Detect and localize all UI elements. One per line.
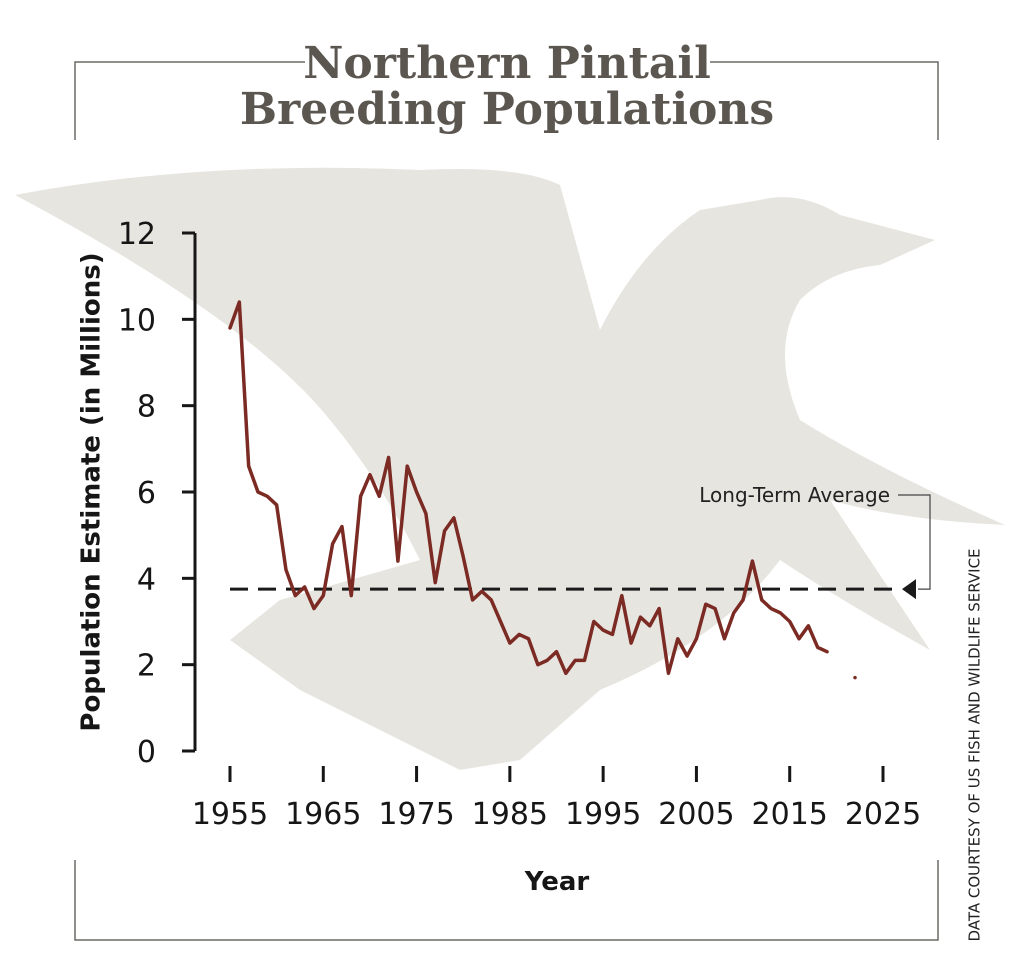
y-tick-label: 4: [137, 562, 156, 597]
y-tick-label: 10: [118, 303, 156, 338]
y-tick-label: 6: [137, 476, 156, 511]
x-axis-label: Year: [524, 867, 590, 897]
y-tick-label: 0: [137, 735, 156, 770]
y-axis-label: Population Estimate (in Millions): [77, 252, 107, 731]
chart-title: Northern Pintail: [303, 38, 711, 89]
annotation-leader: [898, 494, 931, 590]
x-tick-label: 2005: [658, 797, 734, 832]
x-tick-label: 1955: [192, 797, 268, 832]
average-arrow: [902, 579, 916, 600]
x-tick-label: 1975: [378, 797, 454, 832]
data-line: [228, 300, 829, 676]
x-tick-label: 2025: [845, 797, 921, 832]
credit: DATA COURTESY OF US FISH AND WILDLIFE SE…: [966, 548, 984, 941]
chart-title: Breeding Populations: [240, 84, 774, 135]
y-tick-label: 8: [137, 390, 156, 425]
duck-illustration: [15, 167, 1005, 770]
y-tick-label: 2: [137, 649, 156, 684]
frame: [74, 61, 939, 941]
y-tick-label: 12: [118, 217, 156, 252]
x-tick-label: 1995: [565, 797, 641, 832]
x-tick-label: 2015: [752, 797, 828, 832]
annotation: Long-Term Average: [699, 483, 890, 507]
x-tick-label: 1985: [472, 797, 548, 832]
x-tick-label: 1965: [285, 797, 361, 832]
